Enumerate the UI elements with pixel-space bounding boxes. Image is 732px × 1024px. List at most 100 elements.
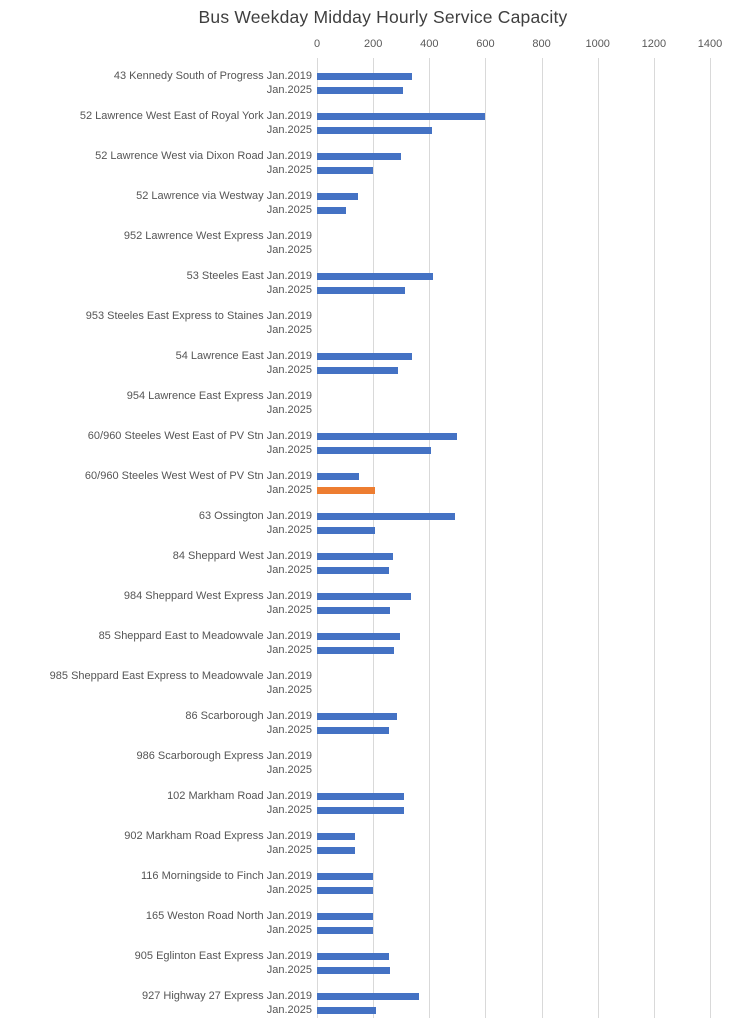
bar-row: Jan.2025	[0, 123, 710, 137]
bar-groups: 43 Kennedy South of Progress Jan.2019 Jan…	[0, 63, 710, 1023]
bar-track	[317, 72, 710, 80]
bar	[317, 126, 433, 134]
bar-row: 52 Lawrence West via Dixon Road Jan.2019	[0, 149, 710, 163]
category-label: 60/960 Steeles West East of PV Stn Jan.2…	[87, 430, 312, 442]
category-label: Jan.2025	[266, 364, 312, 376]
bar-track	[317, 526, 710, 534]
bar-track	[317, 313, 710, 320]
category-label: Jan.2025	[266, 484, 312, 496]
category-group: 927 Highway 27 Express Jan.2019 Jan.2025	[0, 983, 710, 1023]
category-group: 43 Kennedy South of Progress Jan.2019 Jan…	[0, 63, 710, 103]
category-label: Jan.2025	[266, 164, 312, 176]
bar-track	[317, 886, 710, 894]
category-group: 52 Lawrence West via Dixon Road Jan.2019…	[0, 143, 710, 183]
bar-track	[317, 792, 710, 800]
bar-row: Jan.2025	[0, 83, 710, 97]
bar-row: Jan.2025	[0, 643, 710, 657]
bar-row: Jan.2025	[0, 843, 710, 857]
bar	[317, 152, 402, 160]
bar-row: Jan.2025	[0, 923, 710, 937]
bar-track	[317, 126, 710, 134]
bar-track	[317, 806, 710, 814]
category-label: 986 Scarborough Express Jan.2019	[136, 750, 312, 762]
bar-track	[317, 687, 710, 694]
bar-track	[317, 472, 710, 480]
bar-row: 60/960 Steeles West West of PV Stn Jan.2…	[0, 469, 710, 483]
bar-row: 927 Highway 27 Express Jan.2019	[0, 989, 710, 1003]
bar-row: 165 Weston Road North Jan.2019	[0, 909, 710, 923]
category-label: 63 Ossington Jan.2019	[198, 510, 312, 522]
category-label: Jan.2025	[266, 724, 312, 736]
category-group: 953 Steeles East Express to Staines Jan.…	[0, 303, 710, 343]
bar-track	[317, 992, 710, 1000]
bar-row: Jan.2025	[0, 723, 710, 737]
category-label: Jan.2025	[266, 924, 312, 936]
category-label: 54 Lawrence East Jan.2019	[175, 350, 312, 362]
x-axis-tick-label: 800	[532, 38, 551, 50]
category-group: 53 Steeles East Jan.2019 Jan.2025	[0, 263, 710, 303]
bar-row: 54 Lawrence East Jan.2019	[0, 349, 710, 363]
category-label: 86 Scarborough Jan.2019	[185, 710, 312, 722]
bar-row: 984 Sheppard West Express Jan.2019	[0, 589, 710, 603]
bar	[317, 206, 347, 214]
category-label: Jan.2025	[266, 844, 312, 856]
bar-row: Jan.2025	[0, 443, 710, 457]
bar-track	[317, 912, 710, 920]
category-label: Jan.2025	[266, 84, 312, 96]
bar-row: Jan.2025	[0, 803, 710, 817]
bar	[317, 526, 375, 534]
bar-row: 902 Markham Road Express Jan.2019	[0, 829, 710, 843]
bar	[317, 166, 374, 174]
category-label: Jan.2025	[266, 124, 312, 136]
bar-track	[317, 272, 710, 280]
bar-track	[317, 112, 710, 120]
category-label: Jan.2025	[266, 204, 312, 216]
bar-row: 43 Kennedy South of Progress Jan.2019	[0, 69, 710, 83]
bar	[317, 1006, 376, 1014]
category-label: 165 Weston Road North Jan.2019	[145, 910, 312, 922]
bar-track	[317, 393, 710, 400]
bar-row: Jan.2025	[0, 683, 710, 697]
x-axis-tick-label: 600	[476, 38, 495, 50]
category-label: Jan.2025	[266, 964, 312, 976]
category-label: 952 Lawrence West Express Jan.2019	[123, 230, 312, 242]
bar-track	[317, 247, 710, 254]
bar	[317, 472, 360, 480]
bar-track	[317, 192, 710, 200]
bar	[317, 606, 390, 614]
bar-track	[317, 152, 710, 160]
bar-track	[317, 673, 710, 680]
category-group: 52 Lawrence via Westway Jan.2019 Jan.2025	[0, 183, 710, 223]
category-group: 984 Sheppard West Express Jan.2019 Jan.20…	[0, 583, 710, 623]
bar	[317, 112, 486, 120]
bar-track	[317, 512, 710, 520]
chart-title: Bus Weekday Midday Hourly Service Capaci…	[198, 7, 568, 27]
category-group: 985 Sheppard East Express to Meadowvale …	[0, 663, 710, 703]
bar	[317, 592, 412, 600]
bar	[317, 926, 374, 934]
bar-track	[317, 606, 710, 614]
category-label: 902 Markham Road Express Jan.2019	[124, 830, 312, 842]
category-group: 85 Sheppard East to Meadowvale Jan.2019 J…	[0, 623, 710, 663]
bar-row: 102 Markham Road Jan.2019	[0, 789, 710, 803]
bar-row: Jan.2025	[0, 483, 710, 497]
x-axis-tick-label: 1400	[697, 38, 723, 50]
bar-row: 52 Lawrence West East of Royal York Jan.…	[0, 109, 710, 123]
bar	[317, 432, 458, 440]
category-label: 953 Steeles East Express to Staines Jan.…	[85, 310, 312, 322]
bar-track	[317, 592, 710, 600]
bar-track	[317, 832, 710, 840]
bar	[317, 512, 455, 520]
category-label: Jan.2025	[266, 764, 312, 776]
bar-track	[317, 646, 710, 654]
bar-track	[317, 327, 710, 334]
gridline	[653, 58, 655, 1018]
category-label: Jan.2025	[266, 404, 312, 416]
category-group: 52 Lawrence West East of Royal York Jan.…	[0, 103, 710, 143]
bar-track	[317, 632, 710, 640]
bar-row: Jan.2025	[0, 763, 710, 777]
category-label: Jan.2025	[266, 284, 312, 296]
bar-track	[317, 872, 710, 880]
category-label: 954 Lawrence East Express Jan.2019	[126, 390, 312, 402]
bar-row: 63 Ossington Jan.2019	[0, 509, 710, 523]
